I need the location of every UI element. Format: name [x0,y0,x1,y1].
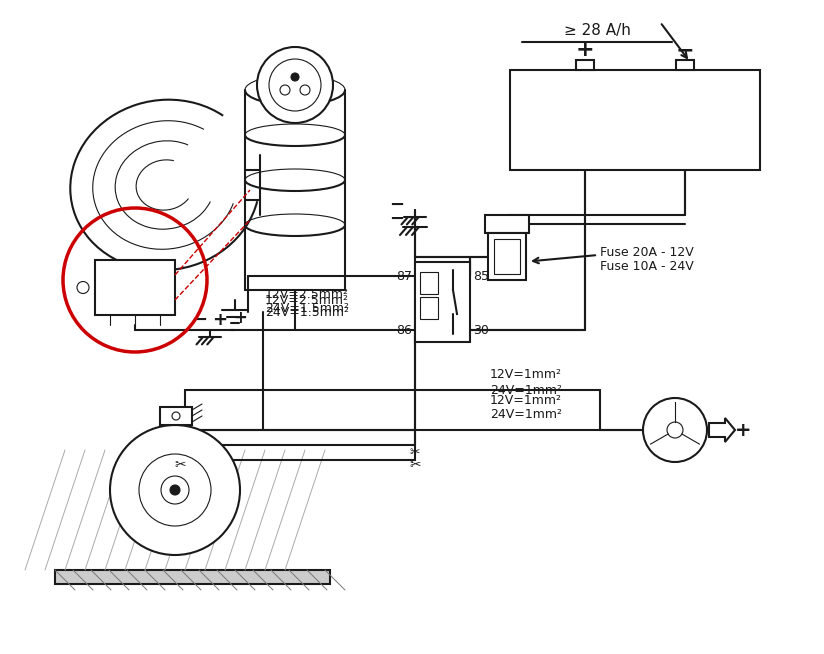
Text: 87: 87 [396,269,412,283]
Bar [420,297,438,319]
Circle shape [257,47,333,123]
Bar [415,262,470,342]
Text: +: + [233,309,247,327]
Text: 12V=1mm²: 12V=1mm² [490,368,562,381]
Text: 30: 30 [473,324,489,337]
Text: 85: 85 [473,269,489,283]
Text: 86: 86 [396,324,412,337]
Polygon shape [709,418,735,442]
Bar [95,260,175,315]
Bar [55,570,330,584]
Circle shape [643,398,707,462]
Text: +: + [213,311,227,329]
Circle shape [77,281,89,294]
Circle shape [139,454,211,526]
Bar [485,215,529,233]
Circle shape [110,425,240,555]
Text: ✂: ✂ [174,458,186,472]
Circle shape [280,85,290,95]
Bar [488,233,526,280]
Circle shape [300,85,310,95]
Text: 24V=1mm²: 24V=1mm² [490,383,562,396]
Text: Fuse 20A - 12V: Fuse 20A - 12V [600,245,694,258]
Text: 12V=2.5mm²: 12V=2.5mm² [265,288,349,301]
Text: −: − [676,40,695,60]
Text: +: + [576,40,594,60]
Text: 24V=1mm²: 24V=1mm² [490,407,562,421]
Text: −: − [193,311,208,329]
Text: +: + [735,421,751,439]
Text: 12V=2.5mm²: 12V=2.5mm² [265,294,349,307]
Text: 12V=1mm²: 12V=1mm² [490,394,562,407]
Text: 24V=1.5mm²: 24V=1.5mm² [265,307,349,320]
Text: Fuse 10A - 24V: Fuse 10A - 24V [600,260,694,273]
Text: −: − [390,196,405,214]
Bar [494,239,520,274]
Bar [160,407,192,425]
Text: −: − [390,210,405,228]
Bar [510,70,760,170]
Circle shape [170,485,180,495]
Circle shape [269,59,321,111]
Text: 24V=1.5mm²: 24V=1.5mm² [265,301,349,315]
Bar [676,60,694,70]
Circle shape [161,476,189,504]
Text: ≥ 28 A/h: ≥ 28 A/h [564,22,631,37]
Text: ✂: ✂ [410,458,421,472]
Text: ✂: ✂ [410,447,420,460]
Bar [576,60,594,70]
Circle shape [291,73,299,81]
Text: −: − [213,309,227,327]
Circle shape [172,412,180,420]
Bar [420,272,438,294]
Circle shape [667,422,683,438]
